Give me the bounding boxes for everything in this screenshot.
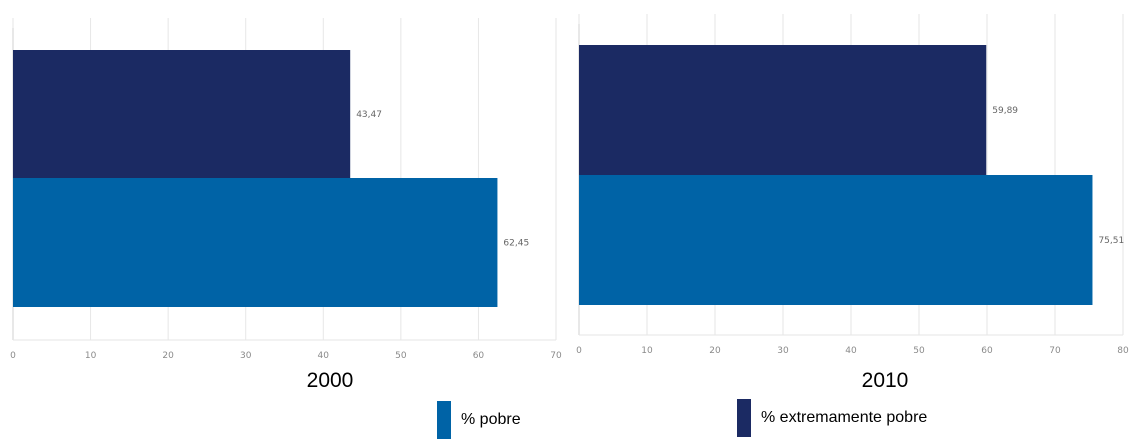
tick-label-x: 40 <box>845 346 857 356</box>
bar-extremamente-pobre <box>13 50 351 178</box>
legend-label-extremamente-pobre: % extremamente pobre <box>761 409 928 426</box>
legend-swatch-extremamente-pobre <box>737 399 751 437</box>
chart-panel-2010: 0 10 20 30 40 50 60 70 80 59,89 75,51 <box>576 14 1129 356</box>
bar-pobre-value-label: 62,45 <box>503 239 529 249</box>
bar-extremamente-pobre <box>579 45 987 175</box>
legend-swatch-pobre <box>437 401 451 439</box>
tick-label-x: 30 <box>240 351 252 361</box>
legend-item-pobre: % pobre <box>437 401 521 439</box>
tick-label-x: 40 <box>318 351 330 361</box>
tick-label-x: 50 <box>913 346 925 356</box>
bar-extremamente-pobre-value-label: 43,47 <box>356 110 382 120</box>
tick-label-x: 20 <box>162 351 174 361</box>
tick-label-x: 70 <box>550 351 562 361</box>
tick-label-x: 0 <box>576 346 582 356</box>
tick-label-x: 80 <box>1117 346 1129 356</box>
chart-title-2010: 2010 <box>861 369 909 392</box>
tick-label-x: 10 <box>641 346 653 356</box>
tick-label-x: 10 <box>85 351 97 361</box>
tick-label-x: 70 <box>1049 346 1061 356</box>
legend-item-extremamente-pobre: % extremamente pobre <box>737 399 927 437</box>
bar-pobre-value-label: 75,51 <box>1098 236 1124 246</box>
chart-title-2000: 2000 <box>306 369 354 392</box>
tick-label-x: 60 <box>473 351 485 361</box>
tick-label-x: 60 <box>981 346 993 356</box>
tick-label-x: 20 <box>709 346 721 356</box>
bar-pobre <box>13 178 498 307</box>
tick-label-x: 0 <box>10 351 16 361</box>
chart-panel-2000: 0 10 20 30 40 50 60 70 43,47 62,45 <box>10 18 562 361</box>
legend-label-pobre: % pobre <box>461 411 521 428</box>
bar-extremamente-pobre-value-label: 59,89 <box>992 106 1018 116</box>
tick-label-x: 30 <box>777 346 789 356</box>
tick-label-x: 50 <box>395 351 407 361</box>
bar-pobre <box>579 175 1093 305</box>
